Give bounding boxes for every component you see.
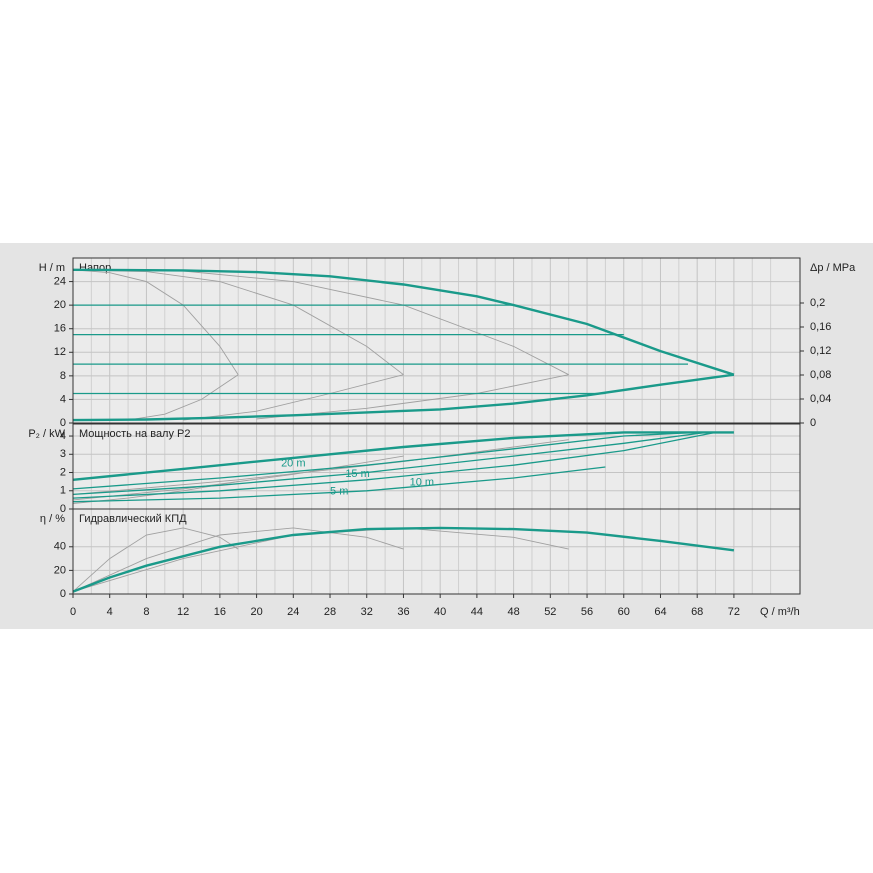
y-tick-label: 20 bbox=[54, 299, 66, 311]
curve bbox=[72, 431, 734, 481]
x-tick-label: 32 bbox=[361, 606, 373, 618]
curve-label: 5 m bbox=[330, 486, 348, 498]
y-axis-label: P₂ / kW bbox=[28, 428, 65, 440]
y-tick-label: 0 bbox=[60, 503, 66, 515]
curve bbox=[72, 431, 707, 496]
curve bbox=[72, 268, 735, 376]
curve bbox=[72, 455, 404, 501]
x-tick-label: 24 bbox=[287, 606, 299, 618]
x-tick-label: 52 bbox=[544, 606, 556, 618]
y2-tick-label: 0,08 bbox=[810, 369, 831, 381]
curve-label: 15 m bbox=[345, 468, 369, 480]
x-tick-label: 68 bbox=[691, 606, 703, 618]
curve bbox=[72, 526, 735, 593]
x-tick-label: 40 bbox=[434, 606, 446, 618]
y2-axis-label: Δp / MPa bbox=[810, 262, 856, 274]
x-axis-label: Q / m³/h bbox=[760, 606, 800, 618]
curve bbox=[72, 527, 239, 592]
curve-label: 10 m bbox=[410, 476, 434, 488]
y-tick-label: 16 bbox=[54, 323, 66, 335]
x-tick-label: 64 bbox=[654, 606, 666, 618]
y2-tick-label: 0,16 bbox=[810, 321, 831, 333]
curve bbox=[183, 374, 404, 421]
x-tick-label: 60 bbox=[618, 606, 630, 618]
y-tick-label: 3 bbox=[60, 448, 66, 460]
x-tick-label: 48 bbox=[507, 606, 519, 618]
y2-tick-label: 0 bbox=[810, 417, 816, 429]
y-tick-label: 24 bbox=[54, 275, 66, 287]
panel-title: Гидравлический КПД bbox=[79, 513, 187, 525]
curve-label: 20 m bbox=[281, 457, 305, 469]
y-tick-label: 4 bbox=[60, 430, 66, 442]
y2-tick-label: 0,12 bbox=[810, 345, 831, 357]
y-tick-label: 40 bbox=[54, 541, 66, 553]
x-tick-label: 72 bbox=[728, 606, 740, 618]
y-axis-label: η / % bbox=[40, 513, 65, 525]
x-tick-label: 56 bbox=[581, 606, 593, 618]
y-tick-label: 8 bbox=[60, 370, 66, 382]
y-tick-label: 0 bbox=[60, 417, 66, 429]
x-tick-label: 0 bbox=[70, 606, 76, 618]
y-tick-label: 12 bbox=[54, 346, 66, 358]
curve bbox=[72, 527, 404, 593]
curve bbox=[72, 269, 239, 375]
plot-frame bbox=[72, 508, 801, 595]
y-tick-label: 0 bbox=[60, 588, 66, 600]
x-tick-label: 36 bbox=[397, 606, 409, 618]
x-tick-label: 8 bbox=[143, 606, 149, 618]
y-tick-label: 20 bbox=[54, 564, 66, 576]
curve bbox=[72, 431, 716, 499]
plot-frame bbox=[72, 257, 801, 424]
plot-area bbox=[73, 258, 800, 423]
curve bbox=[72, 431, 698, 490]
curve bbox=[128, 374, 239, 421]
curve bbox=[72, 373, 735, 422]
y-tick-label: 2 bbox=[60, 466, 66, 478]
x-tick-label: 20 bbox=[250, 606, 262, 618]
x-tick-label: 12 bbox=[177, 606, 189, 618]
y2-tick-label: 0,2 bbox=[810, 297, 825, 309]
y-tick-label: 1 bbox=[60, 485, 66, 497]
y-axis-label: H / m bbox=[39, 262, 65, 274]
y-tick-label: 4 bbox=[60, 393, 66, 405]
y2-tick-label: 0,04 bbox=[810, 393, 831, 405]
curve bbox=[72, 439, 569, 495]
panel-title: Мощность на валу P2 bbox=[79, 428, 191, 440]
x-tick-label: 4 bbox=[107, 606, 113, 618]
x-tick-label: 28 bbox=[324, 606, 336, 618]
curve bbox=[72, 466, 606, 503]
x-tick-label: 16 bbox=[214, 606, 226, 618]
x-tick-label: 44 bbox=[471, 606, 483, 618]
